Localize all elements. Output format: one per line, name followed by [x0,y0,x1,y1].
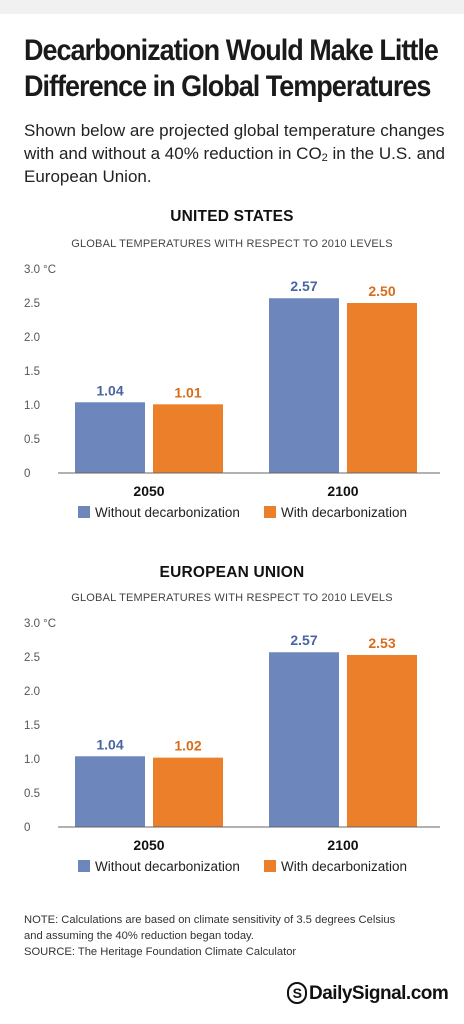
x-tick-label: 2100 [327,483,358,499]
legend-entry: With decarbonization [281,859,407,874]
footnote: NOTE: Calculations are based on climate … [24,912,454,960]
bar-2050-with [153,404,223,473]
data-label: 2.50 [368,283,395,299]
legend-swatch [78,506,90,518]
bar-2100-without [269,652,339,827]
y-tick-label: 3.0 °C [24,264,56,276]
bar-2050-without [75,402,145,473]
y-tick-label: 2.0 [24,686,40,698]
source-line: SOURCE: The Heritage Foundation Climate … [24,946,297,958]
data-label: 1.01 [174,384,201,400]
logo-mark: S [287,982,307,1004]
chart-subtitle-us: GLOBAL TEMPERATURES WITH RESPECT TO 2010… [71,238,393,250]
legend-swatch [78,860,90,872]
y-tick-label: 1.0 [24,754,40,766]
legend-swatch [264,506,276,518]
bar-2100-with [347,303,417,473]
note-line-2: and assuming the 40% reduction began tod… [24,930,254,942]
data-label: 1.04 [96,736,123,752]
y-tick-label: 0 [24,822,30,834]
bar-2050-without [75,756,145,827]
legend-entry: Without decarbonization [95,505,240,520]
data-label: 2.57 [290,278,317,294]
page-subtitle: Shown below are projected global tempera… [24,119,449,188]
legend-swatch [264,860,276,872]
subtitle-end: in the U.S. and European Union. [24,144,445,186]
legend-entry: With decarbonization [281,505,407,520]
y-tick-label: 1.5 [24,366,40,378]
daily-signal-logo: S DailySignal.com [287,982,449,1005]
y-tick-label: 2.5 [24,652,40,664]
bar-2100-without [269,298,339,473]
y-tick-label: 3.0 °C [24,618,56,630]
x-tick-label: 2050 [133,837,164,853]
y-tick-label: 2.0 [24,332,40,344]
y-tick-label: 1.5 [24,720,40,732]
chart-subtitle-eu: GLOBAL TEMPERATURES WITH RESPECT TO 2010… [71,592,393,604]
x-tick-label: 2100 [327,837,358,853]
y-tick-label: 1.0 [24,400,40,412]
y-tick-label: 0.5 [24,788,40,800]
chart-title-us: UNITED STATES [170,208,294,225]
logo-text: DailySignal.com [309,983,449,1004]
top-bar [0,0,464,14]
us-bar-chart: 0 0.5 1.0 1.5 2.0 2.5 3.0 °C 1.04 1.01 2050 2.57 2.… [24,264,440,520]
y-tick-label: 0 [24,468,30,480]
page-title: Decarbonization Would Make Little Differ… [24,34,439,103]
data-label: 2.53 [368,635,395,651]
subtitle-subscript: 2 [321,152,328,164]
x-tick-label: 2050 [133,483,164,499]
subtitle-main: Shown below are projected global tempera… [24,121,445,163]
note-line-1: NOTE: Calculations are based on climate … [24,914,396,926]
legend-entry: Without decarbonization [95,859,240,874]
eu-bar-chart: 0 0.5 1.0 1.5 2.0 2.5 3.0 °C 1.04 1.02 2050 2.57 2.… [24,618,440,874]
data-label: 1.04 [96,382,123,398]
data-label: 2.57 [290,632,317,648]
bar-2050-with [153,757,223,827]
bar-2100-with [347,654,417,827]
data-label: 1.02 [174,738,201,754]
y-tick-label: 0.5 [24,434,40,446]
chart-title-eu: EUROPEAN UNION [159,564,305,581]
y-tick-label: 2.5 [24,298,40,310]
